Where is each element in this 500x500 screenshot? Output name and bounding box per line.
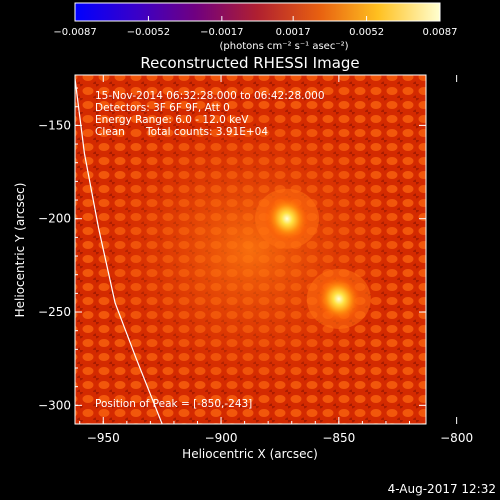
colorbar-tick-label: 0.0087 bbox=[423, 27, 458, 38]
plot-frame bbox=[74, 74, 427, 425]
y-tick-label: −250 bbox=[38, 305, 71, 319]
xray-source bbox=[316, 275, 362, 323]
x-tick-label: −800 bbox=[440, 431, 473, 445]
x-tick-label: −900 bbox=[205, 431, 238, 445]
total-counts-text: Total counts: 3.91E+04 bbox=[145, 126, 268, 138]
chart-title: Reconstructed RHESSI Image bbox=[140, 54, 359, 72]
x-tick-label: −850 bbox=[322, 431, 355, 445]
x-axis-label: Heliocentric X (arcsec) bbox=[182, 447, 318, 461]
colorbar-tick-label: −0.0087 bbox=[53, 27, 96, 38]
time-range-text: 15-Nov-2014 06:32:28.000 to 06:42:28.000 bbox=[95, 90, 325, 102]
colorbar-tick-label: 0.0017 bbox=[276, 27, 311, 38]
y-tick-label: −200 bbox=[38, 212, 71, 226]
colorbar-unit-label: (photons cm⁻² s⁻¹ asec⁻²) bbox=[219, 41, 348, 52]
colorbar: −0.0087 −0.0052 −0.0017 0.0017 0.0052 0.0087 … bbox=[53, 2, 458, 52]
footer-timestamp: 4-Aug-2017 12:32 bbox=[388, 482, 496, 496]
annotation-block: 15-Nov-2014 06:32:28.000 to 06:42:28.000… bbox=[95, 90, 325, 410]
energy-range-text: Energy Range: 6.0 - 12.0 keV bbox=[95, 114, 249, 126]
peak-position-text: Position of Peak = [-850,-243] bbox=[95, 398, 252, 410]
clean-label: Clean bbox=[95, 126, 125, 138]
xray-source bbox=[264, 195, 310, 243]
colorbar-gradient bbox=[75, 3, 440, 21]
detectors-text: Detectors: 3F 6F 9F, Att 0 bbox=[95, 102, 230, 114]
y-tick-label: −300 bbox=[38, 398, 71, 412]
colorbar-tick-label: −0.0052 bbox=[127, 27, 170, 38]
solar-limb-curve bbox=[75, 78, 163, 424]
x-tick-label: −950 bbox=[87, 431, 120, 445]
plot-area bbox=[75, 75, 426, 424]
y-axis-label: Heliocentric Y (arcsec) bbox=[13, 183, 27, 318]
colorbar-tick-label: −0.0017 bbox=[200, 27, 243, 38]
colorbar-tick-label: 0.0052 bbox=[349, 27, 384, 38]
colorbar-frame bbox=[74, 2, 441, 22]
image-haze bbox=[90, 100, 410, 400]
y-tick-label: −150 bbox=[38, 118, 71, 132]
